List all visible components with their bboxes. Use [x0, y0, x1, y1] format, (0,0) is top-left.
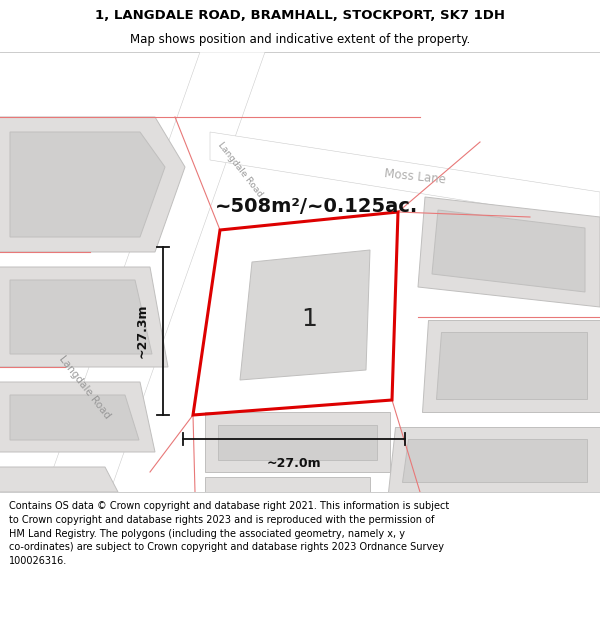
Polygon shape — [240, 250, 370, 380]
Polygon shape — [436, 332, 587, 399]
Text: Langdale Road: Langdale Road — [216, 141, 264, 199]
Text: ~27.3m: ~27.3m — [136, 304, 149, 358]
Polygon shape — [205, 412, 390, 472]
Polygon shape — [432, 210, 585, 292]
Polygon shape — [388, 427, 600, 492]
Polygon shape — [0, 117, 185, 252]
Text: Langdale Road: Langdale Road — [58, 354, 113, 421]
Polygon shape — [205, 477, 370, 492]
Text: Contains OS data © Crown copyright and database right 2021. This information is : Contains OS data © Crown copyright and d… — [9, 501, 449, 566]
Polygon shape — [210, 132, 600, 222]
Text: 1, LANGDALE ROAD, BRAMHALL, STOCKPORT, SK7 1DH: 1, LANGDALE ROAD, BRAMHALL, STOCKPORT, S… — [95, 9, 505, 22]
Polygon shape — [0, 267, 168, 367]
Text: 1: 1 — [301, 308, 317, 331]
Polygon shape — [0, 467, 118, 492]
Text: Map shows position and indicative extent of the property.: Map shows position and indicative extent… — [130, 32, 470, 46]
Polygon shape — [10, 395, 139, 440]
Polygon shape — [422, 320, 600, 412]
Polygon shape — [402, 439, 587, 482]
Polygon shape — [418, 197, 600, 307]
Polygon shape — [218, 425, 377, 460]
Polygon shape — [10, 280, 152, 354]
Text: Moss Lane: Moss Lane — [383, 168, 446, 187]
Polygon shape — [45, 52, 265, 492]
Polygon shape — [10, 132, 165, 237]
Text: ~508m²/~0.125ac.: ~508m²/~0.125ac. — [215, 198, 418, 216]
Polygon shape — [0, 382, 155, 452]
Text: ~27.0m: ~27.0m — [266, 457, 322, 470]
